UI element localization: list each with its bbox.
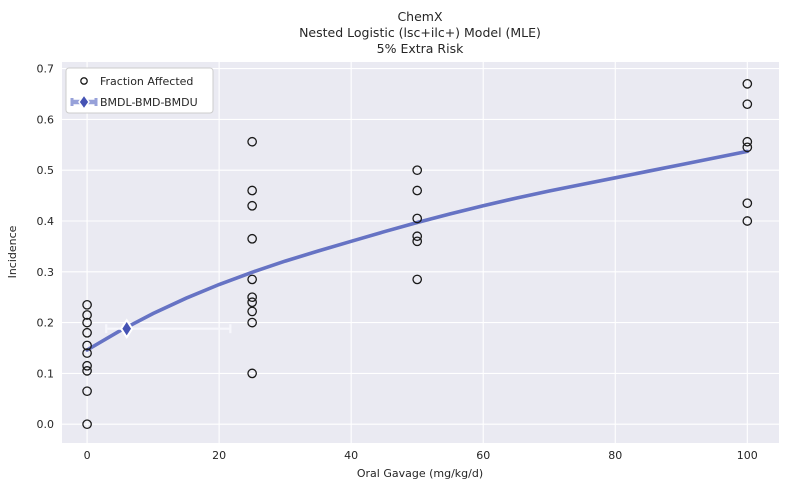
fraction-affected-point (412, 274, 423, 285)
fraction-affected-point (742, 99, 753, 110)
bmd-errorbar-group (105, 318, 232, 340)
fraction-affected-point (82, 317, 92, 328)
fraction-affected-point (247, 200, 257, 211)
chart-title-line1: ChemX (397, 9, 443, 24)
fraction-affected-point (742, 136, 753, 147)
y-tick-label: 0.2 (37, 317, 55, 330)
bmd-diamond-icon (120, 318, 134, 340)
legend-label-fraction-affected: Fraction Affected (100, 75, 193, 88)
fraction-affected-point (412, 165, 423, 176)
fraction-affected-point (247, 317, 257, 328)
chart-title-line2: Nested Logistic (lsc+ilc+) Model (MLE) (299, 25, 541, 40)
fraction-affected-point (412, 213, 423, 224)
fraction-affected-point (742, 198, 753, 209)
bmd-errorbar-marker-icon (70, 93, 98, 111)
fraction-affected-point (247, 274, 257, 285)
plot-area (62, 62, 779, 443)
fraction-affected-point (82, 366, 92, 376)
fraction-affected-point (247, 297, 257, 308)
y-tick-label: 0.3 (37, 266, 55, 279)
fraction-affected-point (82, 310, 92, 320)
x-axis-label: Oral Gavage (mg/kg/d) (357, 467, 483, 480)
fraction-affected-marker-icon (80, 77, 88, 85)
fraction-affected-point (82, 360, 92, 371)
fraction-affected-point (247, 136, 257, 147)
fraction-affected-point (247, 368, 257, 379)
y-tick-label: 0.1 (37, 367, 55, 380)
fraction-affected-point (247, 292, 257, 303)
legend-bmd-diamond-icon (78, 93, 90, 111)
fraction-affected-point (82, 419, 92, 430)
fraction-affected-point (82, 299, 92, 310)
fraction-affected-point (412, 236, 423, 247)
x-tick-label: 40 (344, 449, 358, 462)
fraction-affected-point (247, 233, 257, 244)
fraction-affected-point (82, 340, 92, 351)
legend: Fraction Affected BMDL-BMD-BMDU (65, 67, 214, 114)
fraction-affected-point (742, 216, 753, 226)
scatter-points (82, 78, 753, 430)
x-tick-label: 100 (737, 449, 758, 462)
fraction-affected-point (412, 231, 423, 242)
y-axis-label: Incidence (6, 225, 19, 278)
x-tick-label: 80 (608, 449, 622, 462)
fraction-affected-point (742, 142, 753, 153)
fraction-affected-point (82, 386, 92, 397)
y-tick-label: 0.5 (37, 164, 55, 177)
y-tick-label: 0.0 (37, 418, 55, 431)
y-tick-labels: 0.0 0.1 0.2 0.3 0.4 0.5 0.6 0.7 (37, 63, 55, 432)
y-tick-label: 0.4 (37, 215, 55, 228)
fraction-affected-point (82, 327, 92, 338)
x-tick-label: 20 (212, 449, 226, 462)
fraction-affected-point (412, 185, 423, 196)
legend-box (65, 67, 214, 114)
x-tick-label: 60 (476, 449, 490, 462)
fraction-affected-point (247, 185, 257, 196)
y-tick-label: 0.6 (37, 113, 55, 126)
fraction-affected-point (82, 348, 92, 358)
x-tick-label: 0 (84, 449, 91, 462)
chart-title-line3: 5% Extra Risk (377, 41, 464, 56)
y-tick-label: 0.7 (37, 63, 55, 76)
x-tick-labels: 0 20 40 60 80 100 (84, 449, 758, 462)
fraction-affected-point (742, 78, 753, 89)
legend-label-bmd: BMDL-BMD-BMDU (100, 96, 198, 109)
fraction-affected-point (247, 306, 257, 317)
